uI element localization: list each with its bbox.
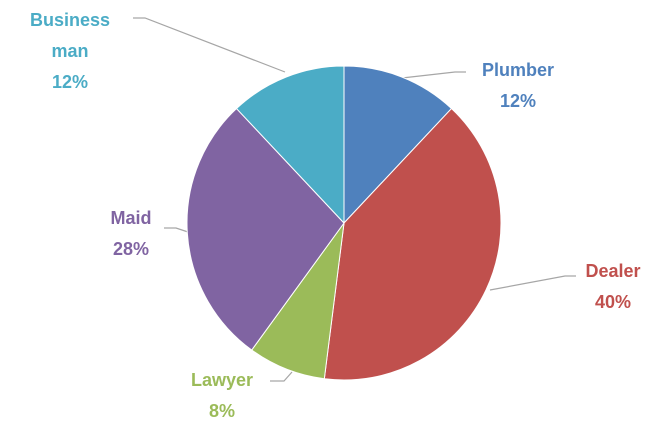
pie-slice: [235, 65, 345, 225]
data-label: Dealer 40%: [553, 256, 658, 318]
category-label: Maid: [110, 208, 152, 228]
value-label: 12%: [499, 91, 537, 111]
category-label: Businessman: [29, 10, 111, 61]
category-label: Lawyer: [190, 370, 254, 390]
data-label: Lawyer 8%: [162, 365, 282, 424]
value-label: 40%: [594, 292, 632, 312]
leader-line: [164, 227, 189, 233]
value-label: 12%: [51, 72, 89, 92]
pie-slice: [186, 107, 345, 351]
category-label: Dealer: [585, 261, 641, 281]
data-label: Plumber 12%: [458, 55, 578, 117]
leader-line: [270, 371, 293, 382]
leader-line: [133, 17, 286, 73]
data-label: Maid 28%: [71, 203, 191, 265]
leader-lines: [133, 17, 576, 382]
leader-line: [401, 71, 466, 79]
pie-slice: [343, 65, 453, 225]
leader-line: [489, 275, 576, 291]
value-label: 28%: [112, 239, 150, 259]
category-label: Plumber: [481, 60, 555, 80]
value-label: 8%: [208, 401, 235, 421]
pie-slice: [323, 107, 502, 381]
data-label: Businessman 12%: [24, 5, 116, 98]
